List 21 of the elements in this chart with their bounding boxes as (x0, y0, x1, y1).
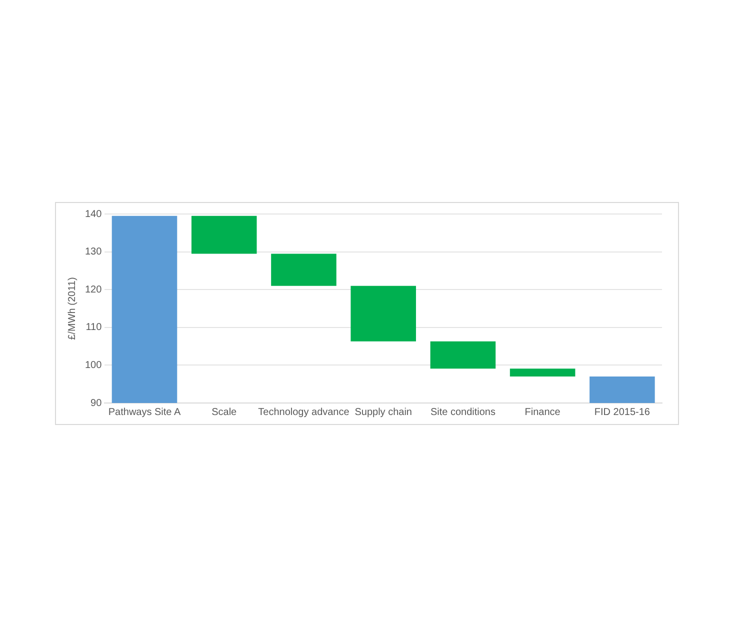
y-tick-label: 90 (90, 398, 102, 409)
bar (590, 376, 655, 403)
y-tick-label: 120 (84, 284, 102, 296)
y-tick-label: 110 (86, 322, 102, 334)
x-tick-label: Scale (212, 406, 238, 418)
x-tick-label: Finance (524, 406, 561, 418)
bar (350, 286, 416, 342)
x-tick-label: Supply chain (354, 406, 412, 418)
bar (191, 216, 257, 254)
bar (510, 368, 576, 377)
y-tick-label: 130 (84, 246, 102, 258)
x-tick-label: Technology advance (258, 406, 350, 418)
x-tick-label: Pathways Site A (108, 406, 181, 418)
x-tick-label: Site conditions (430, 406, 496, 418)
bar (271, 254, 336, 286)
x-tick-label: FID 2015-16 (594, 406, 650, 418)
bar (112, 216, 178, 403)
bar (430, 341, 496, 369)
y-tick-label: 100 (84, 360, 102, 371)
y-axis-title: £/MWh (2011) (66, 277, 78, 340)
y-tick-label: 140 (84, 208, 102, 220)
